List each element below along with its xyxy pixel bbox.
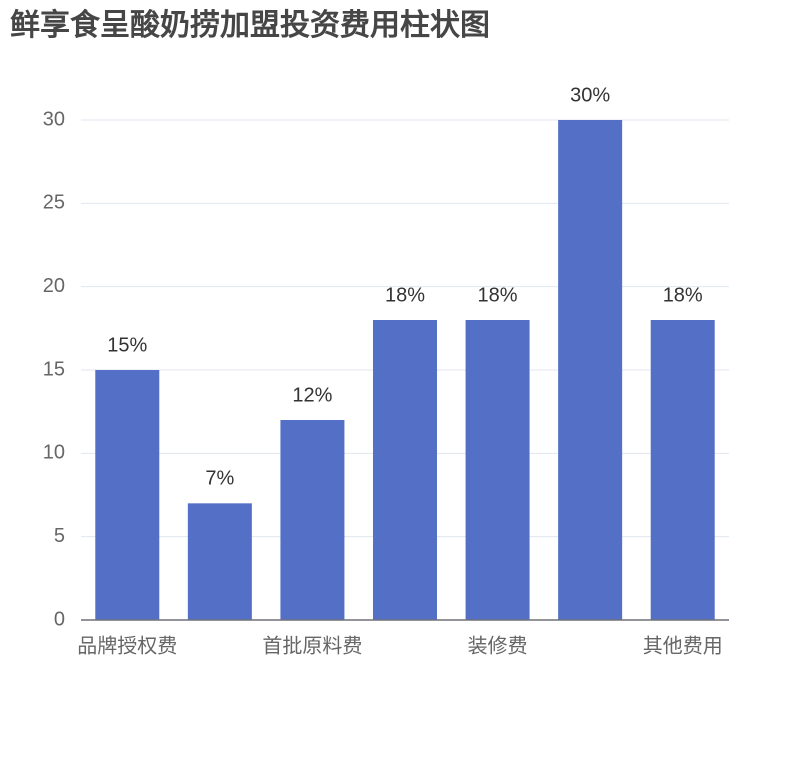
bar xyxy=(465,320,530,620)
value-label: 15% xyxy=(107,334,147,356)
chart-title: 鲜享食呈酸奶捞加盟投资费用柱状图 xyxy=(10,8,490,42)
bar xyxy=(95,370,160,620)
x-tick-label: 其他费用 xyxy=(643,634,723,657)
x-tick-label: 首批原料费 xyxy=(262,634,362,657)
y-tick-label: 30 xyxy=(43,108,65,130)
y-tick-label: 10 xyxy=(43,442,65,464)
y-tick-label: 20 xyxy=(43,275,65,297)
value-label: 18% xyxy=(385,284,425,306)
bar xyxy=(280,420,345,620)
bar xyxy=(650,320,715,620)
y-tick-label: 0 xyxy=(54,608,65,630)
value-label: 18% xyxy=(478,284,518,306)
y-tick-label: 5 xyxy=(54,525,65,547)
y-tick-label: 25 xyxy=(43,192,65,214)
value-label: 7% xyxy=(205,468,234,490)
x-tick-label: 装修费 xyxy=(468,634,528,657)
value-label: 12% xyxy=(292,384,332,406)
value-label: 18% xyxy=(663,284,703,306)
bar xyxy=(373,320,437,620)
bar xyxy=(187,503,252,620)
value-label: 30% xyxy=(570,84,610,106)
bar xyxy=(558,120,623,620)
y-tick-label: 15 xyxy=(43,358,65,380)
x-tick-label: 品牌授权费 xyxy=(77,634,177,657)
